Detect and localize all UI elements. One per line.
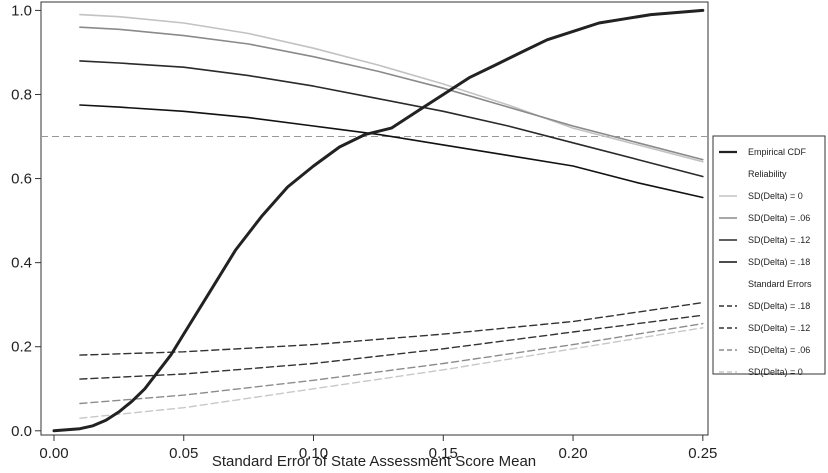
legend: Empirical CDF Reliability SD(Delta) = 0 SD(… (719, 147, 812, 377)
series-line-6 (79, 314, 704, 380)
legend-label: SD(Delta) = 0 (748, 191, 803, 201)
y-tick-label: 0.0 (11, 423, 32, 440)
series-line-3 (79, 60, 704, 178)
series-line-4 (79, 104, 704, 199)
series-line-7 (79, 322, 704, 405)
x-tick-label: 0.20 (558, 445, 587, 462)
y-tick-label: 0.8 (11, 86, 32, 103)
y-tick-label: 0.4 (11, 255, 32, 272)
x-tick-label: 0.25 (688, 445, 717, 462)
legend-label: SD(Delta) = .12 (748, 323, 810, 333)
legend-label: SD(Delta) = .18 (748, 257, 810, 267)
legend-label: Empirical CDF (748, 147, 807, 157)
legend-label: SD(Delta) = .18 (748, 301, 810, 311)
x-tick-label: 0.10 (299, 445, 328, 462)
series-line-2 (79, 26, 704, 161)
x-tick-label: 0.15 (429, 445, 458, 462)
y-tick-label: 0.6 (11, 171, 32, 188)
x-tick-label: 0.00 (39, 445, 68, 462)
legend-label: SD(Delta) = .06 (748, 213, 810, 223)
legend-header: Reliability (748, 169, 787, 179)
legend-header: Standard Errors (748, 279, 812, 289)
legend-box (712, 135, 826, 375)
x-tick-label: 0.05 (169, 445, 198, 462)
x-axis-title: Standard Error of State Assessment Score… (212, 453, 536, 470)
axes: 0.00 0.05 0.10 0.15 0.20 0.25 0.0 0.2 0.4 0.6 0.8 1… (11, 2, 717, 462)
legend-label: SD(Delta) = .06 (748, 345, 810, 355)
y-tick-label: 0.2 (11, 339, 32, 356)
series-line-8 (79, 327, 704, 419)
legend-label: SD(Delta) = 0 (748, 367, 803, 377)
series-line-0 (52, 8, 705, 433)
legend-label: SD(Delta) = .12 (748, 235, 810, 245)
plot-frame (40, 1, 709, 436)
series-line-1 (79, 13, 704, 163)
series-line-5 (79, 301, 704, 356)
y-tick-label: 1.0 (11, 2, 32, 19)
series-layer (52, 8, 705, 433)
